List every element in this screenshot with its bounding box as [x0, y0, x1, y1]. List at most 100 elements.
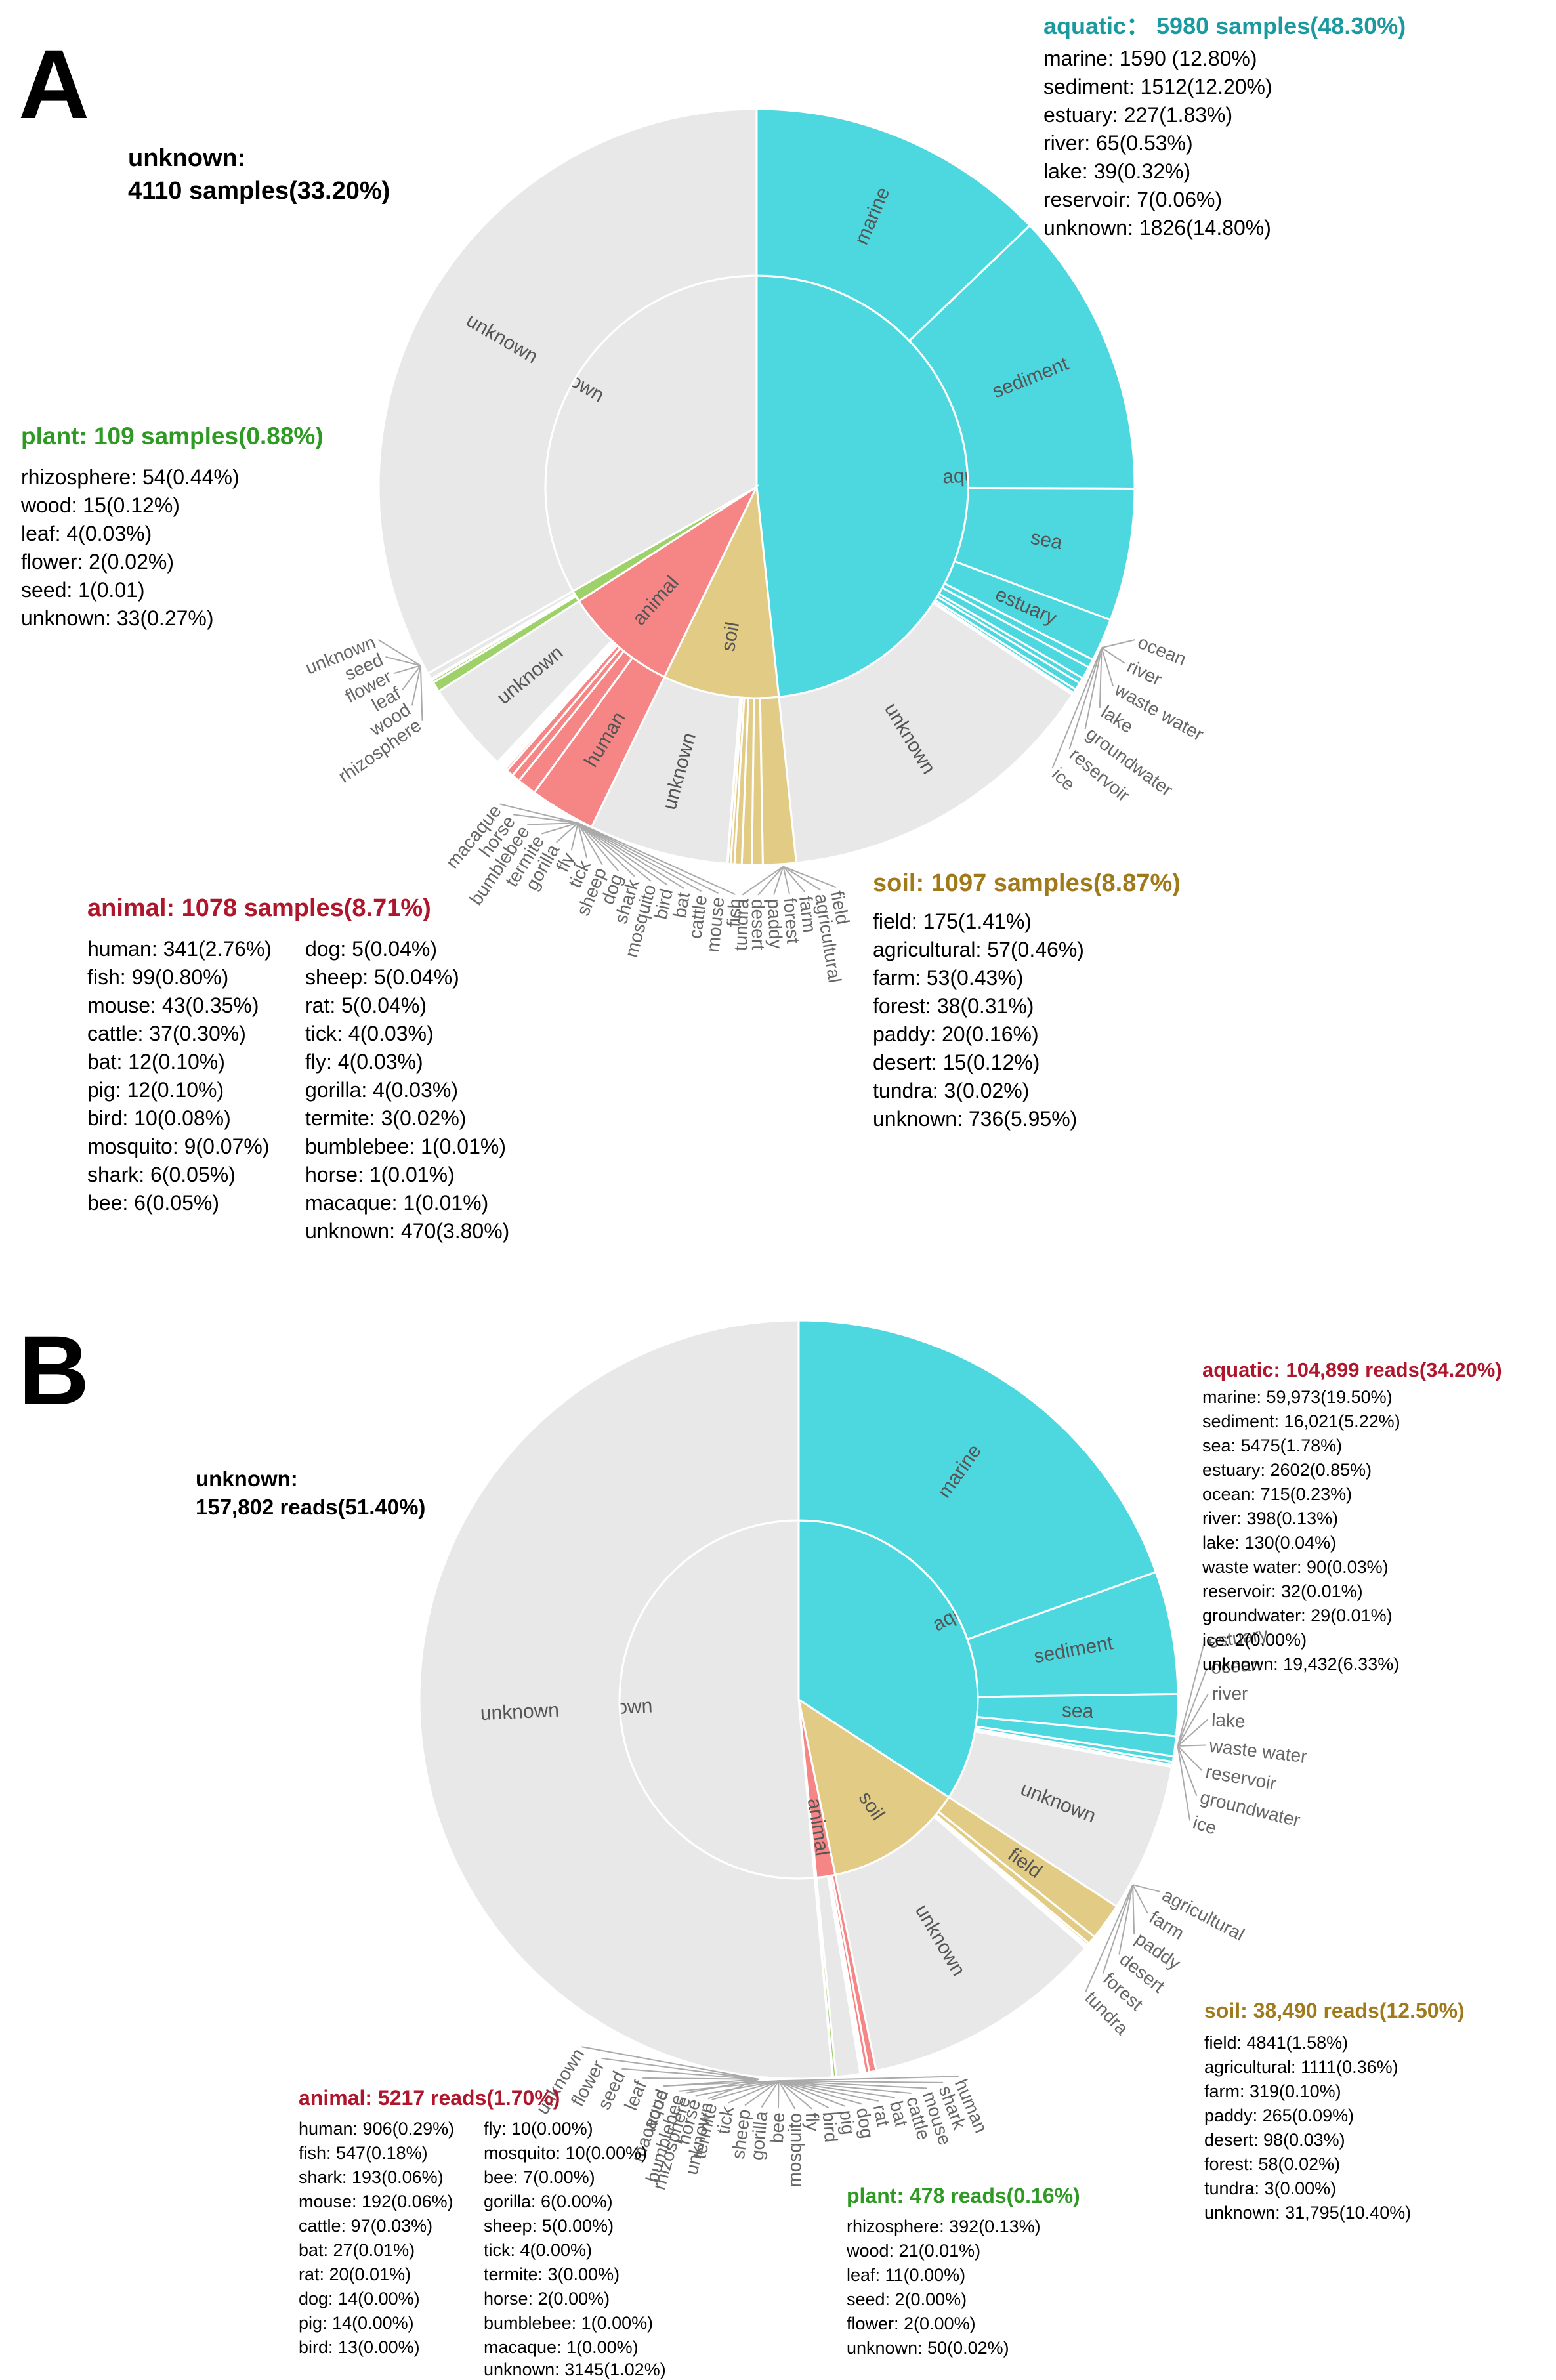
leader-line: [782, 866, 790, 894]
legend-b-aquatic-item: groundwater: 29(0.01%): [1202, 1606, 1393, 1625]
legend-b-plant: plant: 478 reads(0.16%) rhizosphere: 392…: [846, 2184, 1080, 2358]
leader-line: [778, 2080, 927, 2089]
leader-line: [761, 2080, 780, 2108]
legend-a-animal-item: dog: 5(0.04%): [305, 937, 437, 961]
legend-a-soil-item: forest: 38(0.31%): [873, 994, 1034, 1018]
small-label-fish: fish: [723, 898, 745, 927]
leader-line: [402, 665, 421, 690]
legend-b-unknown-count: 157,802 reads(51.40%): [196, 1495, 425, 1519]
legend-a-soil-title: soil: 1097 samples(8.87%): [873, 869, 1181, 897]
leader-line: [541, 822, 578, 835]
legend-a-animal-item: mouse: 43(0.35%): [87, 993, 259, 1017]
leader-line: [578, 822, 635, 877]
small-label-bat: bat: [669, 890, 694, 919]
legend-b-animal-item: rat: 20(0.01%): [299, 2265, 411, 2284]
leader-line: [778, 2080, 830, 2109]
legend-b-animal-item: bee: 7(0.00%): [484, 2167, 595, 2187]
outer-label-unknown: unknown: [480, 1700, 559, 1724]
leader-line: [570, 822, 579, 851]
legend-b-soil-item: forest: 58(0.02%): [1204, 2154, 1340, 2174]
outer-segment-aquatic-unknown: [778, 601, 1074, 864]
legend-a-animal-item: sheep: 5(0.04%): [305, 965, 459, 989]
legend-b-soil-item: field: 4841(1.58%): [1204, 2033, 1348, 2053]
legend-b-aquatic-item: ocean: 715(0.23%): [1202, 1484, 1352, 1504]
legend-b-unknown: unknown: 157,802 reads(51.40%): [196, 1467, 425, 1519]
legend-a-aquatic-item: sediment: 1512(12.20%): [1043, 75, 1272, 98]
outer-segment-aquatic-marine: [797, 1319, 1158, 1641]
leader-line: [685, 2078, 759, 2094]
leader-line: [1102, 1884, 1133, 1974]
legend-a-aquatic-title: aquatic： 5980 samples(48.30%): [1043, 12, 1406, 39]
leader-line: [577, 822, 620, 871]
small-label-fly: fly: [802, 2112, 823, 2131]
legend-a-animal-item: bee: 6(0.05%): [87, 1191, 219, 1215]
leader-line: [778, 2080, 812, 2110]
legend-b-animal-item: tick: 4(0.00%): [484, 2240, 592, 2260]
leader-line: [578, 822, 702, 892]
legend-b-plant-item: seed: 2(0.00%): [847, 2289, 967, 2309]
legend-a-soil-item: agricultural: 57(0.46%): [873, 938, 1084, 961]
small-label-reservoir: reservoir: [1204, 1761, 1278, 1793]
leader-line: [757, 866, 784, 896]
leader-line: [577, 822, 603, 866]
leader-line: [1132, 1884, 1148, 1914]
outer-segment-aquatic-marine: [755, 108, 1032, 343]
legend-b-plant-item: unknown: 50(0.02%): [847, 2338, 1009, 2358]
legend-b-animal-item: bat: 27(0.01%): [299, 2240, 415, 2260]
leader-line: [1118, 1884, 1134, 1955]
legend-a-animal-item: bird: 10(0.08%): [87, 1106, 231, 1130]
leader-line: [773, 866, 784, 895]
legend-a-plant: plant: 109 samples(0.88%) rhizosphere: 5…: [20, 423, 324, 630]
legend-a-plant-item: leaf: 4(0.03%): [21, 522, 152, 545]
leader-line: [1132, 1884, 1161, 1892]
legend-a-aquatic-item: unknown: 1826(14.80%): [1043, 216, 1271, 240]
outer-label-sea: sea: [1061, 1700, 1094, 1722]
leader-line: [1084, 647, 1103, 730]
legend-b-aquatic-item: lake: 130(0.04%): [1202, 1533, 1336, 1553]
legend-a-plant-item: unknown: 33(0.27%): [21, 606, 214, 630]
legend-b-animal-item: fly: 10(0.00%): [484, 2119, 593, 2139]
leader-line: [778, 2080, 879, 2102]
legend-b-animal-item: mouse: 192(0.06%): [299, 2192, 453, 2211]
legend-b-animal-item: bird: 13(0.00%): [299, 2337, 420, 2357]
outer-segment-soil-unknown: [834, 1815, 1087, 2072]
legend-a-aquatic-item: river: 65(0.53%): [1043, 131, 1193, 155]
leader-line: [1177, 1745, 1191, 1821]
leader-line: [527, 822, 578, 825]
legend-b-animal-item: pig: 14(0.00%): [299, 2313, 414, 2333]
leader-line: [778, 2080, 895, 2098]
leader-line: [744, 2080, 780, 2106]
legend-b-plant-item: leaf: 11(0.00%): [847, 2265, 965, 2285]
legend-a-aquatic-item: lake: 39(0.32%): [1043, 159, 1190, 183]
leader-line: [499, 803, 578, 824]
leader-line: [782, 866, 821, 891]
legend-b-animal-item: mosquito: 10(0.00%): [484, 2143, 647, 2163]
legend-b-animal-item: human: 906(0.29%): [299, 2119, 454, 2139]
leader-line: [663, 2078, 759, 2087]
legend-b-plant-title: plant: 478 reads(0.16%): [847, 2184, 1080, 2207]
leader-line: [621, 2068, 759, 2080]
legend-b-animal-title: animal: 5217 reads(1.70%): [299, 2086, 560, 2110]
leader-line: [393, 665, 421, 675]
legend-b-animal-item: cattle: 97(0.03%): [299, 2216, 432, 2236]
legend-a-soil-item: farm: 53(0.43%): [873, 966, 1023, 990]
legend-a-animal-item: fish: 99(0.80%): [87, 965, 228, 989]
legend-b-animal-item: horse: 2(0.00%): [484, 2289, 610, 2308]
leader-line: [1101, 639, 1135, 649]
outer-segment-unknown-unknown: [377, 108, 758, 675]
leader-line: [513, 814, 578, 824]
legend-b-soil-item: unknown: 31,795(10.40%): [1204, 2203, 1411, 2223]
legend-b-animal-item: unknown: 3145(1.02%): [484, 2360, 666, 2379]
legend-a-animal-item: bumblebee: 1(0.01%): [305, 1135, 506, 1158]
legend-a-animal-item: gorilla: 4(0.03%): [305, 1078, 458, 1102]
small-label-bird: bird: [819, 2111, 841, 2143]
outer-segment-unknown-unknown: [418, 1319, 834, 2080]
leader-line: [601, 2057, 759, 2080]
legend-b-animal-item: macaque: 1(0.00%): [484, 2337, 639, 2357]
small-label-farm: farm: [795, 895, 820, 934]
legend-a-soil: soil: 1097 samples(8.87%) field: 175(1.4…: [873, 869, 1181, 1131]
legend-a-animal-item: tick: 4(0.03%): [305, 1022, 434, 1045]
legend-b-animal-item: bumblebee: 1(0.00%): [484, 2313, 653, 2333]
legend-b-soil-item: paddy: 265(0.09%): [1204, 2106, 1354, 2125]
